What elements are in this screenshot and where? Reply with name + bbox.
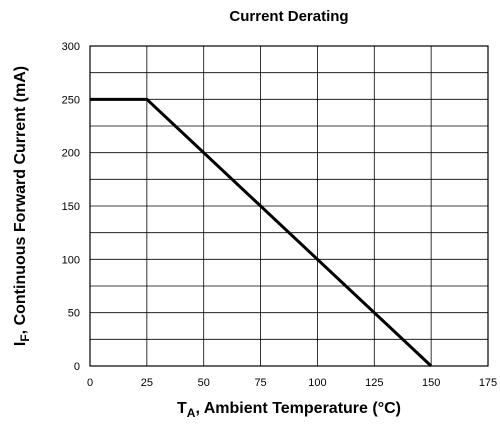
y-axis-label-main: I xyxy=(12,342,29,346)
x-tick-label: 150 xyxy=(422,377,440,389)
plot-frame xyxy=(89,45,489,367)
y-axis-label-rest: , Continuous Forward Current (mA) xyxy=(12,66,29,334)
x-axis-label-rest: , Ambient Temperature (°C) xyxy=(195,400,401,417)
x-tick-label: 75 xyxy=(254,377,266,389)
x-axis-label: TA, Ambient Temperature (°C) xyxy=(177,400,401,420)
x-tick-label: 25 xyxy=(141,377,153,389)
y-axis-label: IF, Continuous Forward Current (mA) xyxy=(12,66,32,346)
chart-title: Current Derating xyxy=(229,8,348,25)
y-tick-label: 300 xyxy=(62,41,80,53)
y-tick-labels: 0 50 100 150 200 250 300 xyxy=(62,41,80,373)
x-tick-labels: 0 25 50 75 100 125 150 175 xyxy=(87,377,497,389)
series-group xyxy=(90,97,433,368)
x-axis-label-sub: A xyxy=(187,406,196,420)
x-tick-label: 125 xyxy=(365,377,383,389)
y-tick-label: 250 xyxy=(62,94,80,106)
x-tick-label: 100 xyxy=(308,377,326,389)
x-tick-label: 50 xyxy=(198,377,210,389)
x-tick-label: 0 xyxy=(87,377,93,389)
y-tick-label: 100 xyxy=(62,254,80,266)
x-tick-label: 175 xyxy=(479,377,497,389)
y-axis-label-sub: F xyxy=(18,334,32,341)
series-line xyxy=(90,97,433,368)
x-axis-label-main: T xyxy=(177,400,187,417)
grid xyxy=(89,45,489,367)
y-tick-label: 200 xyxy=(62,148,80,160)
y-tick-label: 0 xyxy=(74,361,80,373)
y-tick-label: 150 xyxy=(62,201,80,213)
y-tick-label: 50 xyxy=(68,308,80,320)
